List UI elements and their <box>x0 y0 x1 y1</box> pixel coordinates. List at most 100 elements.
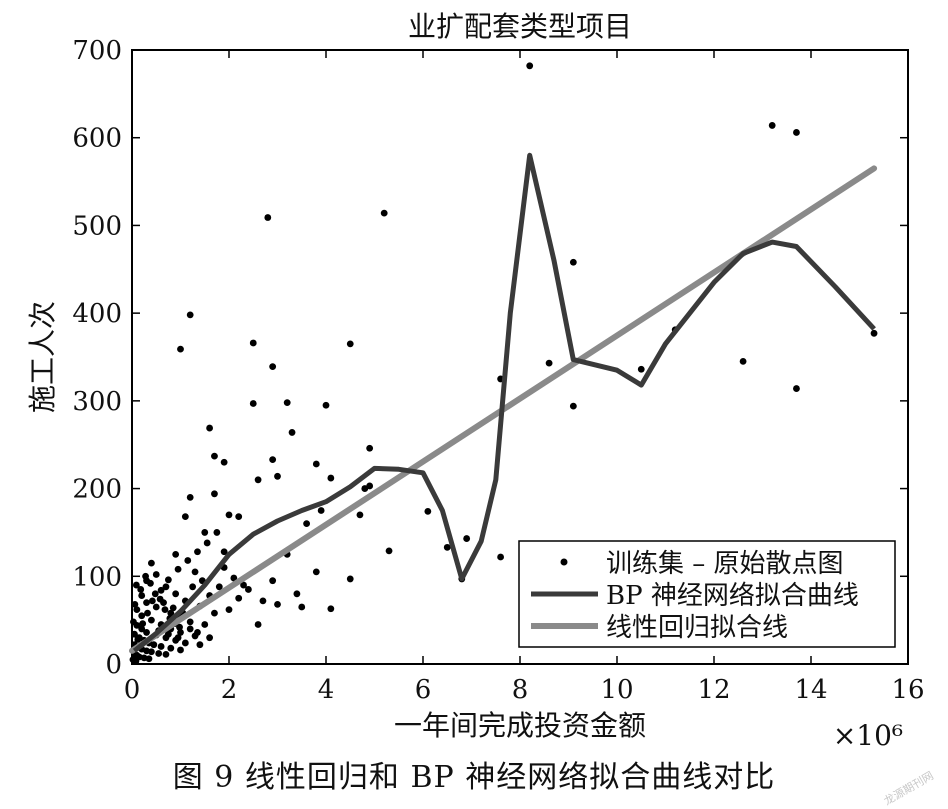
scatter-point <box>366 482 374 490</box>
scatter-point <box>172 550 180 558</box>
x-tick-label: 10 <box>600 675 633 705</box>
scatter-point <box>463 535 471 542</box>
scatter-point <box>145 655 153 663</box>
scatter-point <box>264 214 272 221</box>
scatter-point <box>164 630 172 638</box>
scatter-point <box>191 568 199 576</box>
x-axis-multiplier: ×10⁶ <box>833 719 903 750</box>
scatter-point <box>870 329 878 337</box>
scatter-point <box>269 577 277 585</box>
scatter-point <box>152 603 160 611</box>
scatter-point <box>269 456 277 464</box>
scatter-point <box>174 634 182 642</box>
scatter-point <box>235 594 243 602</box>
y-tick-label: 100 <box>72 562 122 592</box>
scatter-point <box>569 402 577 410</box>
scatter-point <box>194 548 201 556</box>
scatter-point <box>293 590 301 598</box>
scatter-point <box>211 490 218 498</box>
scatter-point <box>443 543 451 551</box>
scatter-point <box>211 609 218 617</box>
scatter-point <box>177 646 184 654</box>
scatter-point <box>148 597 156 605</box>
y-tick-label: 700 <box>72 36 122 66</box>
scatter-point <box>186 493 194 501</box>
y-tick-label: 200 <box>72 475 122 505</box>
scatter-point <box>143 599 150 606</box>
scatter-point <box>225 606 233 614</box>
scatter-point <box>133 606 141 614</box>
scatter-point <box>177 345 184 353</box>
scatter-point <box>793 129 800 136</box>
scatter-point <box>151 590 159 598</box>
scatter-point <box>186 618 194 626</box>
scatter-point <box>312 460 320 468</box>
scatter-point <box>155 650 163 657</box>
scatter-point <box>235 513 243 521</box>
x-tick-label: 8 <box>512 675 529 705</box>
scatter-point <box>312 568 320 576</box>
scatter-point <box>169 604 177 612</box>
scatter-point <box>176 623 183 631</box>
scatter-point <box>317 507 325 514</box>
y-tick-label: 300 <box>72 387 122 417</box>
scatter-point <box>211 452 218 460</box>
scatter-point <box>148 648 155 656</box>
scatter-point <box>569 258 577 266</box>
scatter-point <box>249 400 257 407</box>
scatter-point <box>385 547 393 555</box>
scatter-point <box>225 511 233 519</box>
scatter-point <box>181 639 189 647</box>
scatter-point <box>274 600 281 608</box>
scatter-point <box>189 583 197 591</box>
scatter-point <box>138 625 146 633</box>
x-tick-label: 6 <box>415 675 432 705</box>
scatter-point <box>240 581 247 589</box>
scatter-point <box>327 605 335 613</box>
legend-marker-scatter <box>560 558 568 566</box>
bp-network-line <box>132 152 876 653</box>
scatter-point <box>194 629 201 636</box>
scatter-point <box>162 583 170 591</box>
scatter-point <box>245 586 252 593</box>
x-axis-label: 一年间完成投资金额 <box>394 709 646 742</box>
x-tick-label: 4 <box>318 675 335 705</box>
scatter-point <box>132 581 140 589</box>
scatter-point <box>274 472 281 480</box>
scatter-point <box>150 641 158 649</box>
scatter-point <box>156 595 164 603</box>
scatter-point <box>322 401 330 409</box>
scatter-point <box>177 629 184 636</box>
scatter-point <box>220 458 228 466</box>
scatter-point <box>768 122 776 129</box>
scatter-point <box>161 606 169 614</box>
scatter-point <box>167 644 175 652</box>
scatter-point <box>147 579 154 587</box>
scatter-point <box>346 575 354 583</box>
scatter-point <box>130 618 137 626</box>
scatter-point <box>152 571 160 578</box>
scatter-point <box>380 209 388 217</box>
scatter-point <box>203 539 211 547</box>
scatter-point <box>167 609 175 617</box>
scatter-point <box>254 476 262 484</box>
scatter-point <box>526 62 534 70</box>
scatter-point <box>157 643 165 650</box>
scatter-point <box>739 357 747 365</box>
scatter-point <box>637 365 645 373</box>
scatter-point <box>137 586 145 593</box>
scatter-point <box>220 548 228 556</box>
scatter-point <box>545 359 553 367</box>
x-tick-label: 12 <box>697 675 730 705</box>
scatter-point <box>164 576 172 584</box>
scatter-point <box>213 529 221 536</box>
scatter-point <box>143 629 150 636</box>
scatter-point <box>254 621 262 628</box>
scatter-point <box>172 590 180 598</box>
y-tick-label: 400 <box>72 299 122 329</box>
chart-title: 业扩配套类型项目 <box>408 10 632 43</box>
scatter-point <box>138 592 146 599</box>
scatter-point <box>259 597 267 605</box>
scatter-point <box>249 339 257 347</box>
y-axis-ticks: 0 100 200 300 400 500 600 700 <box>72 36 908 680</box>
